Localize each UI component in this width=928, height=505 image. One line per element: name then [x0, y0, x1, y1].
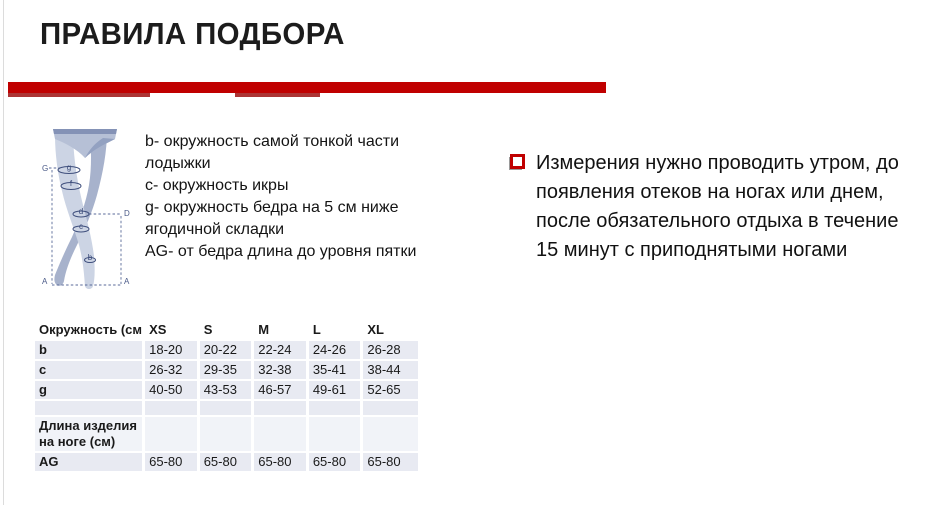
note-text: Измерения нужно проводить утром, до появ…: [536, 152, 899, 261]
band-letters: g f d c b: [67, 163, 93, 262]
band-label-b: b: [88, 253, 93, 262]
cell-b-s: 20-22: [199, 341, 255, 361]
band-label-f: f: [70, 179, 73, 188]
band-label-g: g: [67, 163, 71, 172]
cell-g-xl: 52-65: [363, 381, 418, 401]
col-header-s: S: [199, 321, 255, 341]
spacer-cell: [199, 401, 255, 417]
pelvis-shape: [53, 129, 117, 158]
table-row-ag: AG 65-80 65-80 65-80 65-80 65-80: [35, 453, 418, 473]
cell-g-m: 46-57: [254, 381, 309, 401]
hip-shading: [85, 138, 115, 158]
row-label-g: g: [35, 381, 146, 401]
col-header-m: M: [254, 321, 309, 341]
corner-label-A-left: A: [42, 277, 48, 286]
empty-cell: [363, 417, 418, 453]
table-row-g: g 40-50 43-53 46-57 49-61 52-65: [35, 381, 418, 401]
waistband-shape: [53, 129, 117, 134]
cell-b-xs: 18-20: [145, 341, 200, 361]
title-divider-shadow: [235, 93, 320, 97]
empty-cell: [308, 417, 364, 453]
cell-c-s: 29-35: [199, 361, 255, 381]
cell-c-l: 35-41: [308, 361, 364, 381]
empty-cell: [254, 417, 309, 453]
cell-b-m: 22-24: [254, 341, 309, 361]
row-label-length: Длина изделия на ноге (см): [35, 417, 146, 453]
cell-g-xs: 40-50: [145, 381, 200, 401]
cell-g-l: 49-61: [308, 381, 364, 401]
page-title: ПРАВИЛА ПОДБОРА: [40, 16, 345, 51]
measurement-note: Измерения нужно проводить утром, до появ…: [510, 149, 912, 265]
empty-cell: [199, 417, 255, 453]
legend-item-b: b- окружность самой тонкой части лодыжки: [145, 133, 400, 172]
cell-b-l: 24-26: [308, 341, 364, 361]
legs-diagram-image: g f d c b G D A A: [42, 129, 130, 289]
leg-measurement-diagram: g f d c b G D A A: [33, 123, 143, 291]
corner-label-D: D: [124, 209, 130, 218]
spacer-cell: [363, 401, 418, 417]
measurement-guides: [49, 167, 122, 286]
col-header-circumference: Окружность (см): [35, 321, 146, 341]
table-row-b: b 18-20 20-22 22-24 24-26 26-28: [35, 341, 418, 361]
legend-item-g: g- окружность бедра на 5 см ниже ягодичн…: [145, 199, 399, 238]
table-header-row: Окружность (см) XS S M L XL: [35, 321, 418, 341]
cell-ag-s: 65-80: [199, 453, 255, 473]
slide-edge-line: [3, 0, 4, 505]
corner-letters: G D A A: [42, 164, 130, 286]
title-divider-bar: [8, 82, 606, 93]
back-leg-shape: [54, 131, 107, 286]
cell-ag-l: 65-80: [308, 453, 364, 473]
band-label-d: d: [79, 207, 83, 216]
cell-b-xl: 26-28: [363, 341, 418, 361]
table-row-c: c 26-32 29-35 32-38 35-41 38-44: [35, 361, 418, 381]
table-spacer-row: [35, 401, 418, 417]
table-row-length-header: Длина изделия на ноге (см): [35, 417, 418, 453]
row-label-c: c: [35, 361, 146, 381]
size-table: Окружность (см) XS S M L XL b 18-20 20-2…: [35, 321, 418, 473]
spacer-cell: [35, 401, 146, 417]
cell-g-s: 43-53: [199, 381, 255, 401]
spacer-cell: [308, 401, 364, 417]
row-label-b: b: [35, 341, 146, 361]
corner-label-A-right: A: [124, 277, 130, 286]
col-header-l: L: [308, 321, 364, 341]
cell-c-m: 32-38: [254, 361, 309, 381]
corner-label-G: G: [42, 164, 48, 173]
circumference-bands: [57, 166, 96, 263]
checkbox-square-icon: [510, 154, 525, 169]
legend-item-ag: AG- от бедра длина до уровня пятки: [145, 243, 417, 260]
spacer-cell: [254, 401, 309, 417]
cell-c-xs: 26-32: [145, 361, 200, 381]
title-divider-shadow: [8, 93, 150, 97]
cell-ag-m: 65-80: [254, 453, 309, 473]
cell-ag-xl: 65-80: [363, 453, 418, 473]
col-header-xl: XL: [363, 321, 418, 341]
col-header-xs: XS: [145, 321, 200, 341]
row-label-ag: AG: [35, 453, 146, 473]
spacer-cell: [145, 401, 200, 417]
legend-item-c: c- окружность икры: [145, 177, 289, 194]
band-label-c: c: [79, 222, 83, 231]
cell-c-xl: 38-44: [363, 361, 418, 381]
cell-ag-xs: 65-80: [145, 453, 200, 473]
measurement-legend: b- окружность самой тонкой части лодыжки…: [145, 131, 450, 263]
empty-cell: [145, 417, 200, 453]
